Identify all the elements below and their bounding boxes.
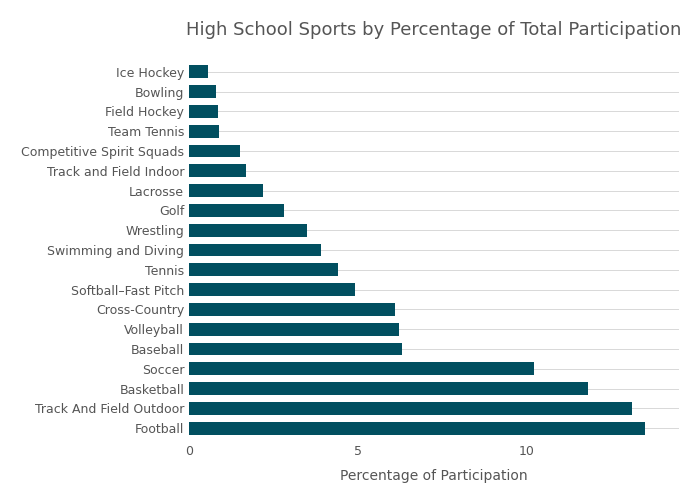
Bar [189,264,337,276]
Bar [189,422,645,434]
Title: High School Sports by Percentage of Total Participation: High School Sports by Percentage of Tota… [186,21,682,39]
Bar [189,204,284,217]
Bar [189,303,395,316]
Bar [189,283,355,296]
Bar [189,125,219,138]
Bar [189,402,631,415]
Bar [189,244,321,256]
Bar [189,144,239,158]
Bar [189,66,208,78]
Bar [189,105,218,118]
Bar [189,85,216,98]
Bar [189,322,398,336]
Bar [189,382,588,395]
Bar [189,224,307,236]
X-axis label: Percentage of Participation: Percentage of Participation [340,469,528,483]
Bar [189,362,533,375]
Bar [189,184,263,197]
Bar [189,342,402,355]
Bar [189,164,246,177]
